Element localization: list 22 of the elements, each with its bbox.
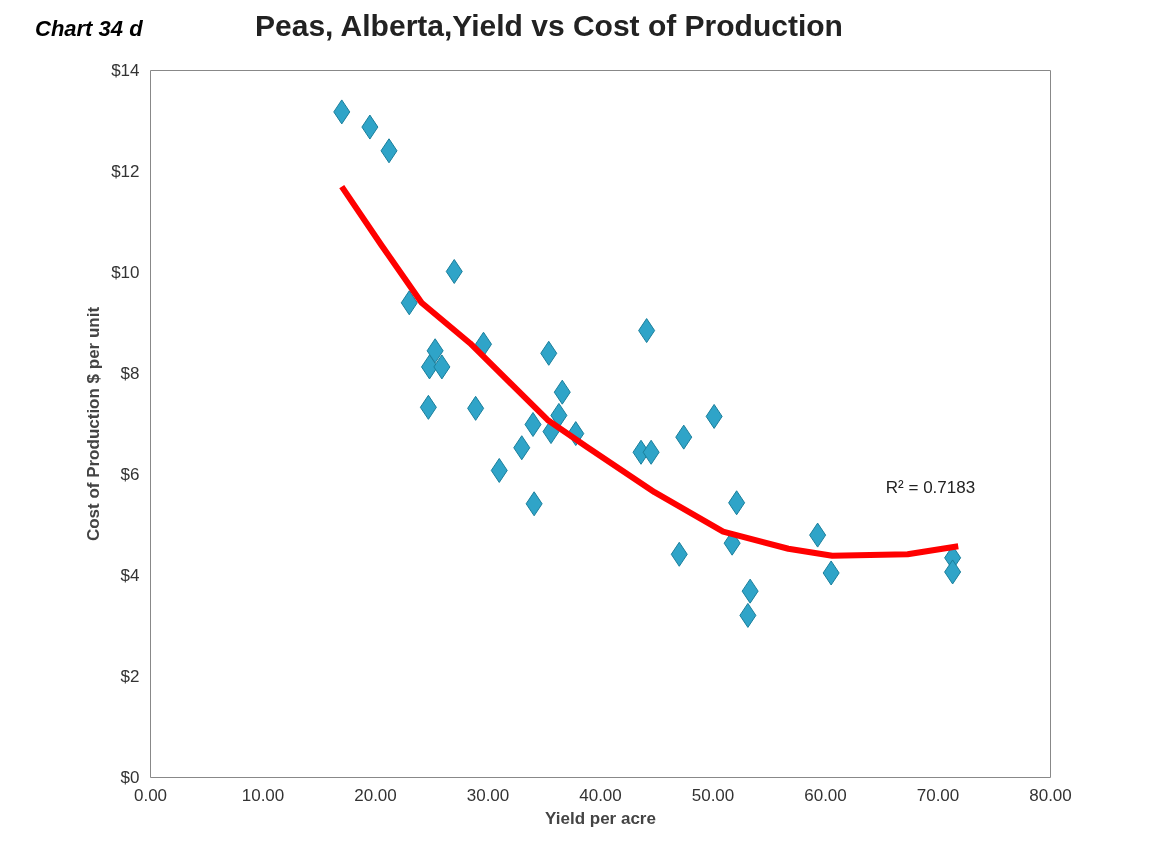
y-tick-label: $4 — [120, 566, 140, 585]
y-tick-label: $8 — [120, 364, 140, 383]
x-tick-label: 0.00 — [133, 785, 168, 805]
y-tick-label: $0 — [120, 768, 140, 787]
y-tick-label: $12 — [111, 162, 140, 181]
x-tick-label: 50.00 — [691, 785, 735, 805]
y-tick-label: $2 — [120, 667, 140, 686]
chart-title: Peas, Alberta,Yield vs Cost of Production — [255, 8, 843, 44]
y-tick-label: $10 — [111, 263, 140, 282]
x-tick-label: 20.00 — [354, 785, 397, 805]
x-tick-label: 60.00 — [804, 785, 847, 805]
x-axis-title: Yield per acre — [545, 808, 656, 828]
caption: Chart 34 d — [35, 15, 143, 43]
y-tick-label: $6 — [120, 465, 140, 484]
x-tick-label: 70.00 — [916, 785, 960, 805]
x-tick-label: 10.00 — [241, 785, 285, 805]
y-axis-title: Cost of Production $ per unit — [84, 306, 104, 542]
x-tick-label: 40.00 — [579, 785, 622, 805]
y-tick-label: $14 — [111, 61, 140, 80]
x-tick-label: 30.00 — [466, 785, 510, 805]
annotation: R² = 0.7183 — [885, 478, 976, 497]
x-tick-label: 80.00 — [1029, 785, 1072, 805]
